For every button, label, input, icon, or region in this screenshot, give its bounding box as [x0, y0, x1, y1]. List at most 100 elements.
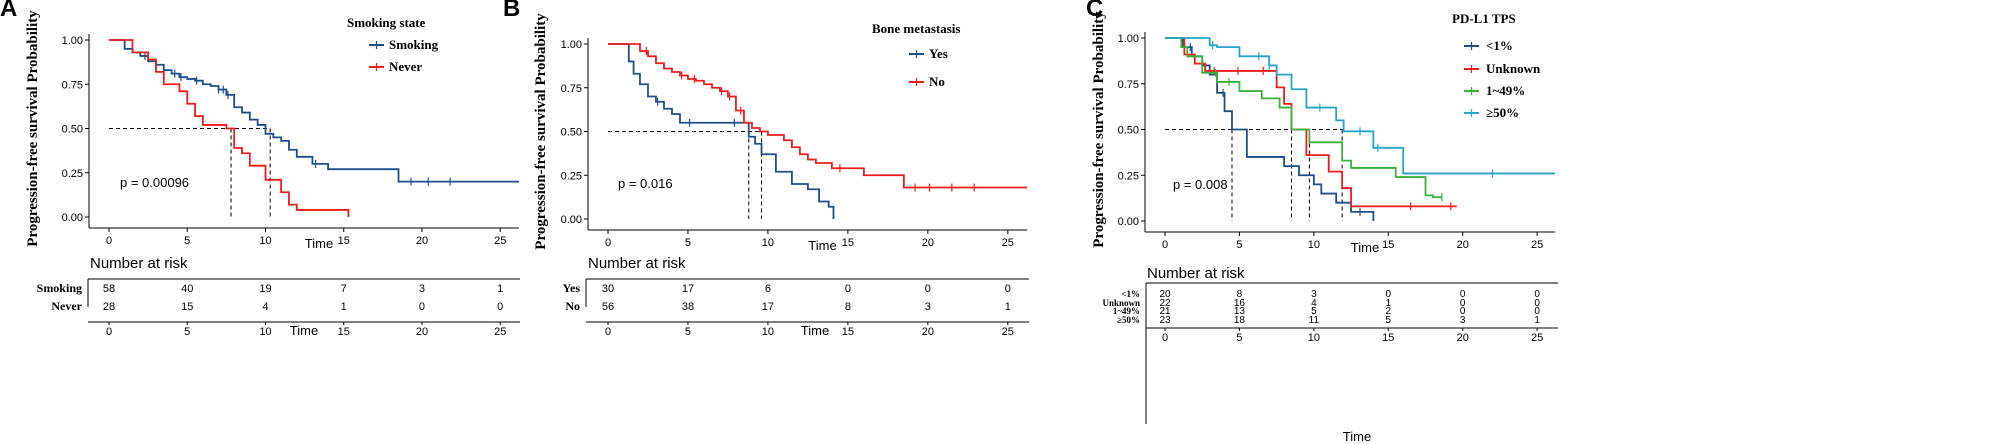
y-tick-label: 0.75 [561, 83, 582, 95]
x-tick-label: 0 [605, 237, 611, 249]
risk-table-title: Number at risk [1147, 265, 1245, 282]
y-tick-label: 0.25 [561, 170, 582, 182]
legend-title: Smoking state [347, 15, 426, 30]
legend-label: Unknown [1486, 61, 1541, 76]
x-tick-label: 5 [184, 235, 190, 247]
x-tick-label: 5 [685, 237, 691, 249]
risk-table-title: Number at risk [90, 255, 188, 272]
x-tick-label: 15 [842, 237, 854, 249]
y-axis-title: Progression-free survival Probability [25, 10, 41, 247]
risk-x-tick-label: 0 [106, 326, 112, 338]
risk-count: 20 [1159, 289, 1171, 300]
risk-count: 19 [259, 283, 271, 295]
risk-row-label: Yes [563, 281, 581, 295]
risk-x-tick-label: 5 [184, 326, 190, 338]
x-tick-label: 10 [259, 235, 271, 247]
risk-count: 18 [1234, 315, 1246, 326]
risk-count: 0 [1460, 306, 1466, 317]
risk-count: 6 [765, 283, 771, 295]
legend-title: PD-L1 TPS [1452, 11, 1516, 26]
panel-letter: A [0, 0, 17, 22]
legend-label: Never [389, 59, 422, 74]
x-tick-label: 20 [1457, 239, 1469, 251]
x-tick-label: 20 [922, 237, 934, 249]
panel-letter: C [1086, 0, 1103, 22]
risk-count: 0 [419, 301, 425, 313]
x-tick-label: 0 [1162, 239, 1168, 251]
risk-x-tick-label: 20 [922, 326, 934, 338]
risk-count: 1 [497, 283, 503, 295]
risk-count: 22 [1159, 298, 1171, 309]
risk-x-axis-title: Time [290, 323, 318, 338]
y-tick-label: 0.00 [1118, 216, 1139, 228]
risk-count: 0 [1386, 289, 1392, 300]
risk-x-tick-label: 20 [416, 326, 428, 338]
risk-count: 0 [845, 283, 851, 295]
risk-x-axis-title: Time [1343, 429, 1371, 444]
risk-count: 0 [1534, 289, 1540, 300]
risk-x-tick-label: 25 [1002, 326, 1014, 338]
risk-count: 1 [1386, 298, 1392, 309]
x-tick-label: 20 [416, 235, 428, 247]
risk-count: 8 [845, 301, 851, 313]
x-tick-label: 10 [762, 237, 774, 249]
risk-x-tick-label: 15 [338, 326, 350, 338]
x-tick-label: 10 [1308, 239, 1320, 251]
risk-count: 16 [1234, 298, 1246, 309]
legend-label: No [929, 74, 945, 89]
risk-count: 0 [1534, 298, 1540, 309]
km-panel-a: A Progression-free survival Probability 0.… [0, 0, 520, 338]
survival-curve-2 [109, 39, 350, 217]
y-tick-label: 0.50 [1118, 125, 1139, 137]
legend-title: Bone metastasis [872, 21, 960, 36]
risk-count: 0 [497, 301, 503, 313]
risk-x-tick-label: 10 [762, 326, 774, 338]
risk-count: 1 [341, 301, 347, 313]
risk-count: 4 [262, 301, 268, 313]
y-tick-label: 1.00 [1118, 33, 1139, 45]
y-tick-label: 1.00 [561, 39, 582, 51]
risk-count: 17 [682, 283, 694, 295]
x-tick-label: 25 [494, 235, 506, 247]
legend-label: Smoking [389, 37, 439, 52]
risk-count: 40 [181, 283, 193, 295]
x-axis-title: Time [1351, 240, 1379, 255]
km-panel-b: B Progression-free survival Probability 0.… [503, 0, 1029, 338]
risk-count: 8 [1237, 289, 1243, 300]
risk-count: 28 [103, 301, 115, 313]
risk-count: 5 [1386, 315, 1392, 326]
x-axis-title: Time [305, 236, 333, 251]
risk-count: 3 [1460, 315, 1466, 326]
risk-count: 30 [602, 283, 614, 295]
survival-curve-4 [1165, 37, 1555, 175]
x-tick-label: 0 [106, 235, 112, 247]
y-tick-label: 0.75 [62, 79, 83, 91]
survival-curve-2 [608, 43, 1027, 189]
legend-label: <1% [1486, 38, 1513, 53]
risk-count: 23 [1159, 315, 1171, 326]
risk-x-tick-label: 15 [842, 326, 854, 338]
survival-curve-3 [1165, 37, 1442, 199]
risk-count: 56 [602, 301, 614, 313]
risk-x-tick-label: 25 [494, 326, 506, 338]
p-value-label: p = 0.016 [618, 176, 673, 191]
risk-count: 11 [1309, 315, 1320, 326]
x-tick-label: 25 [1002, 237, 1014, 249]
risk-count: 4 [1311, 298, 1317, 309]
survival-curve-1 [109, 39, 519, 183]
p-value-label: p = 0.00096 [120, 175, 189, 190]
risk-row-label: <1% [1121, 289, 1140, 299]
legend-label: 1~49% [1486, 83, 1525, 98]
y-tick-label: 0.25 [62, 168, 83, 180]
p-value-label: p = 0.008 [1173, 177, 1228, 192]
risk-count: 0 [925, 283, 931, 295]
risk-count: 1 [1005, 301, 1011, 313]
y-tick-label: 0.75 [1118, 79, 1139, 91]
survival-curve-2 [1165, 37, 1457, 208]
risk-count: 0 [1005, 283, 1011, 295]
risk-count: 58 [103, 283, 115, 295]
risk-row-label: ≥50% [1117, 315, 1140, 325]
risk-count: 17 [762, 301, 774, 313]
y-tick-label: 1.00 [62, 35, 83, 47]
